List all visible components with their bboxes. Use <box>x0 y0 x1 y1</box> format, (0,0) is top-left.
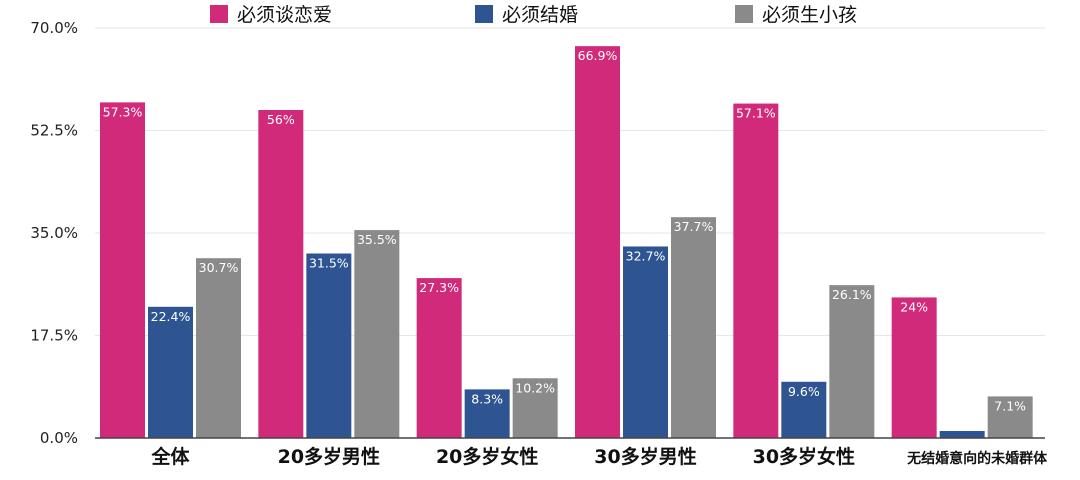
bar <box>306 253 352 438</box>
data-label: 10.2% <box>515 380 555 395</box>
data-label: 30.7% <box>199 260 239 275</box>
data-label: 27.3% <box>419 280 459 295</box>
bars <box>100 46 1033 439</box>
data-label: 57.3% <box>103 104 143 119</box>
data-label: 66.9% <box>578 48 618 63</box>
bar <box>987 396 1033 438</box>
bar <box>939 430 985 438</box>
bar <box>416 278 462 438</box>
bar <box>781 381 827 438</box>
data-label: 31.5% <box>309 256 349 271</box>
bar <box>891 297 937 438</box>
bar <box>100 102 145 438</box>
y-tick-label: 35.0% <box>30 224 78 242</box>
data-label: 57.1% <box>736 106 776 121</box>
legend-label: 必须结婚 <box>502 4 578 26</box>
legend-label: 必须生小孩 <box>762 4 857 26</box>
data-label: 1.2% <box>946 416 978 431</box>
data-label: 56% <box>267 112 295 127</box>
data-labels: 57.3% 22.4% 30.7% 56% 31.5% 35.5% 27.3% 8.3% 10.… <box>103 48 1027 431</box>
y-axis-ticks: 0.0% 17.5% 35.0% 52.5% 70.0% <box>30 19 78 447</box>
bar <box>575 46 620 439</box>
bar <box>829 285 875 438</box>
y-tick-label: 70.0% <box>30 19 78 37</box>
data-label: 37.7% <box>674 219 714 234</box>
data-label: 32.7% <box>626 248 666 263</box>
data-label: 22.4% <box>151 309 191 324</box>
y-tick-label: 52.5% <box>30 122 78 140</box>
data-label: 35.5% <box>357 232 397 247</box>
grid-layer <box>95 27 1045 336</box>
bar <box>733 103 779 439</box>
legend-label: 必须谈恋爱 <box>237 4 332 26</box>
legend-swatch <box>210 5 228 23</box>
data-label: 24% <box>900 299 928 314</box>
data-label: 7.1% <box>994 398 1026 413</box>
legend-swatch <box>735 5 753 23</box>
legend: 必须谈恋爱 必须结婚 必须生小孩 <box>210 4 857 26</box>
category-label: 20多岁女性 <box>436 445 538 468</box>
data-label: 9.6% <box>788 384 820 399</box>
y-tick-label: 17.5% <box>30 327 78 345</box>
bar <box>258 110 304 438</box>
bar <box>464 389 510 438</box>
y-tick-label: 0.0% <box>40 429 78 447</box>
category-label: 无结婚意向的未婚群体 <box>906 450 1048 467</box>
category-label: 30多岁男性 <box>594 445 696 468</box>
category-label: 全体 <box>150 445 190 468</box>
bar <box>512 378 558 438</box>
data-label: 8.3% <box>471 391 503 406</box>
bar <box>196 258 241 438</box>
legend-swatch <box>475 5 493 23</box>
bar <box>148 306 193 438</box>
category-label: 20多岁男性 <box>278 445 380 468</box>
data-label: 26.1% <box>832 287 872 302</box>
category-labels: 全体 20多岁男性 20多岁女性 30多岁男性 30多岁女性 无结婚意向的未婚群体 <box>150 445 1048 468</box>
bar <box>623 246 668 438</box>
bar <box>354 230 400 438</box>
category-label: 30多岁女性 <box>753 445 855 468</box>
bar <box>671 217 716 438</box>
